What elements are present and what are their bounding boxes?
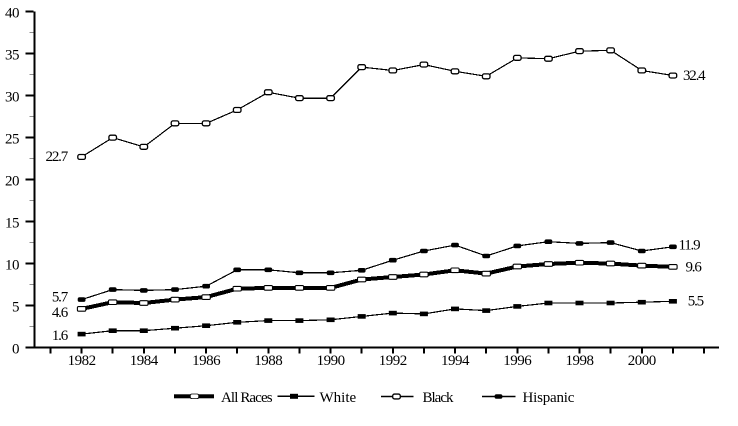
svg-text:1998: 1998: [566, 353, 594, 369]
svg-text:Black: Black: [423, 390, 454, 406]
svg-text:1994: 1994: [441, 353, 470, 369]
svg-text:22.7: 22.7: [46, 149, 69, 165]
svg-text:4.6: 4.6: [52, 305, 69, 321]
svg-text:1984: 1984: [130, 353, 159, 369]
svg-text:1986: 1986: [192, 353, 221, 369]
svg-text:32.4: 32.4: [683, 68, 706, 84]
svg-text:40: 40: [5, 6, 19, 22]
svg-text:1996: 1996: [503, 353, 532, 369]
svg-text:1992: 1992: [379, 353, 407, 369]
svg-text:15: 15: [5, 216, 19, 232]
svg-text:5.7: 5.7: [52, 289, 69, 305]
svg-text:2000: 2000: [628, 353, 656, 369]
svg-text:White: White: [320, 390, 357, 406]
svg-text:9.6: 9.6: [686, 260, 703, 276]
svg-text:1988: 1988: [254, 353, 282, 369]
svg-text:35: 35: [5, 48, 19, 64]
svg-text:5.5: 5.5: [688, 294, 704, 310]
svg-text:10: 10: [5, 258, 19, 274]
svg-text:Hispanic: Hispanic: [523, 390, 575, 406]
svg-text:20: 20: [5, 174, 19, 190]
svg-text:1990: 1990: [317, 353, 345, 369]
svg-text:5: 5: [12, 300, 19, 316]
svg-text:1.6: 1.6: [52, 328, 69, 344]
svg-text:25: 25: [5, 132, 19, 148]
svg-text:30: 30: [5, 90, 19, 106]
svg-text:11.9: 11.9: [679, 238, 701, 254]
svg-text:All Races: All Races: [221, 390, 273, 406]
svg-text:0: 0: [12, 342, 19, 358]
svg-text:1982: 1982: [68, 353, 96, 369]
